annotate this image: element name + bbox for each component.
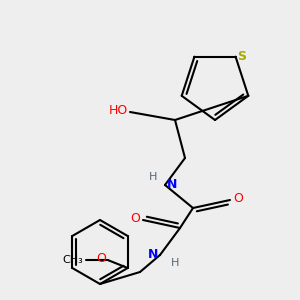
- Text: O: O: [130, 212, 140, 224]
- Text: O: O: [233, 191, 243, 205]
- Text: N: N: [148, 248, 158, 262]
- Text: CH₃: CH₃: [62, 255, 83, 265]
- Text: H: H: [171, 258, 179, 268]
- Text: N: N: [167, 178, 177, 191]
- Text: O: O: [96, 251, 106, 265]
- Text: HO: HO: [109, 103, 128, 116]
- Text: S: S: [238, 50, 247, 63]
- Text: H: H: [149, 172, 157, 182]
